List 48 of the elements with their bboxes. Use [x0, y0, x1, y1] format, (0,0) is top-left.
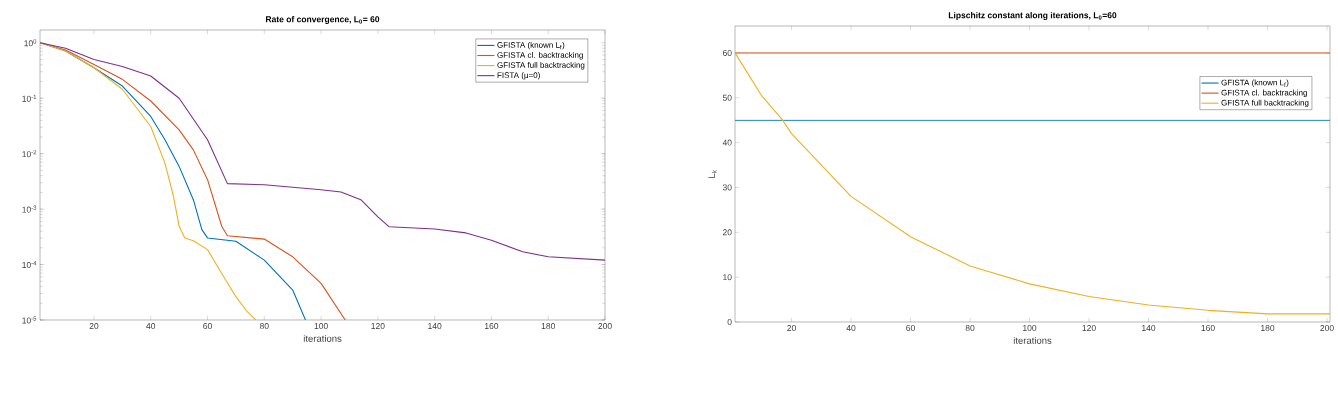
x-tick-label: 60	[906, 325, 915, 332]
y-tick-label: 10	[723, 274, 732, 281]
x-tick-label: 180	[541, 323, 555, 330]
legend-label: GFISTA cl. backtracking	[497, 51, 583, 60]
y-tick-label: 10$^{0}$	[24, 39, 37, 47]
y-tick-label: 0	[727, 318, 732, 325]
x-tick-label: 100	[314, 323, 328, 330]
x-axis-title: iterations	[1013, 336, 1052, 344]
legend-label: GFISTA full backtracking	[497, 62, 585, 70]
y-tick-label: 10$^{-3}$	[22, 205, 37, 213]
line-series	[40, 42, 257, 320]
chart-title: Rate of convergence, L$_{0}$= 60	[266, 16, 380, 24]
chart-title: Lipschitz constant along iterations, L$_{0}$=60	[948, 12, 1117, 20]
line-series	[40, 42, 606, 261]
y-tick-label: 10$^{-1}$	[22, 94, 37, 102]
x-axis-title: iterations	[303, 334, 342, 342]
x-tick-label: 140	[1142, 325, 1156, 332]
x-tick-label: 80	[965, 325, 975, 332]
x-tick-label: 60	[203, 323, 212, 330]
x-tick-label: 100	[1023, 325, 1037, 332]
x-tick-label: 160	[485, 323, 499, 330]
x-tick-label: 20	[787, 325, 796, 332]
x-tick-label: 200	[1320, 325, 1334, 332]
legend-label: GFISTA full backtracking	[1221, 99, 1309, 108]
y-tick-label: 50	[722, 94, 732, 101]
x-tick-label: 140	[428, 323, 442, 330]
y-axis-title: L$_{k}$	[708, 169, 717, 178]
legend-label: GFISTA (known L$_{f}$)	[497, 41, 565, 50]
y-tick-label: 10$^{-2}$	[22, 150, 37, 158]
legend-label: FISTA (μ=0)	[497, 72, 540, 80]
line-series	[735, 52, 1330, 315]
x-tick-label: 160	[1201, 325, 1215, 332]
x-tick-label: 20	[89, 323, 99, 330]
x-tick-label: 80	[259, 323, 269, 330]
y-tick-label: 60	[722, 49, 732, 56]
y-tick-label: 30	[722, 184, 732, 191]
y-tick-label: 20	[722, 229, 732, 236]
y-tick-label: 10$^{-4}$	[22, 261, 37, 269]
x-tick-label: 120	[1082, 325, 1096, 332]
y-tick-label: 40	[722, 139, 732, 146]
legend-label: GFISTA cl. backtracking	[1221, 89, 1307, 98]
x-tick-label: 200	[598, 323, 612, 330]
x-tick-label: 180	[1261, 325, 1275, 332]
legend-label: GFISTA (known L$_{f}$)	[1221, 79, 1289, 87]
x-tick-label: 40	[846, 325, 856, 332]
y-tick-label: 10$^{-5}$	[22, 316, 37, 324]
x-tick-label: 120	[371, 323, 385, 330]
x-tick-label: 40	[146, 323, 156, 330]
